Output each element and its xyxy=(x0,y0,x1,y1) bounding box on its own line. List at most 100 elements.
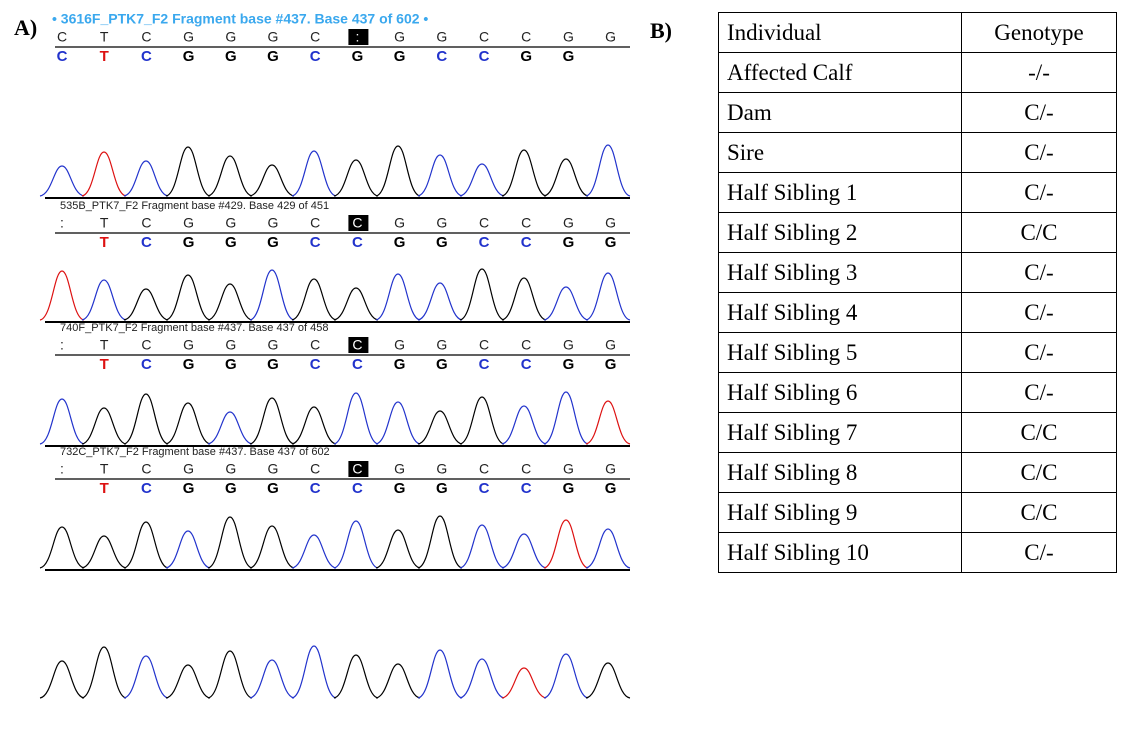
base-call: G xyxy=(268,337,279,353)
base-call: C xyxy=(479,215,489,231)
peak xyxy=(586,663,630,698)
base-call-bold: G xyxy=(563,234,575,251)
base-call: G xyxy=(605,29,616,45)
peak xyxy=(40,399,84,444)
table-cell: C/C xyxy=(962,413,1117,453)
base-call: C xyxy=(521,337,531,353)
base-call-bold: C xyxy=(141,480,152,497)
peak xyxy=(418,283,462,320)
base-call: C xyxy=(141,29,151,45)
peak xyxy=(166,665,210,698)
base-call: G xyxy=(183,461,194,477)
table-cell: Dam xyxy=(719,93,962,133)
base-call-bold: G xyxy=(394,234,406,251)
peak xyxy=(208,412,252,444)
base-call-bold: C xyxy=(352,356,363,373)
peak xyxy=(334,160,378,196)
table-cell: C/- xyxy=(962,293,1117,333)
peak xyxy=(124,289,168,320)
chromatogram xyxy=(40,145,630,198)
base-call-bold: G xyxy=(563,356,575,373)
table-cell: Individual xyxy=(719,13,962,53)
table-cell: Half Sibling 4 xyxy=(719,293,962,333)
base-call-bold: G xyxy=(352,48,364,65)
base-call: G xyxy=(436,215,447,231)
base-call-bold: C xyxy=(310,480,321,497)
base-call-bold: G xyxy=(183,356,195,373)
base-call-bold: C xyxy=(479,356,490,373)
peak xyxy=(40,661,84,698)
base-call-bold: C xyxy=(141,234,152,251)
peak xyxy=(250,398,294,444)
base-call-bold: C xyxy=(521,356,532,373)
peak xyxy=(40,166,84,196)
table-row: Half Sibling 8C/C xyxy=(719,453,1117,493)
peak xyxy=(460,164,504,196)
chromatogram xyxy=(40,646,630,700)
peak xyxy=(292,279,336,320)
peak xyxy=(292,407,336,444)
peak xyxy=(502,278,546,320)
base-call: C xyxy=(352,337,362,353)
base-call-bold: T xyxy=(100,234,109,251)
base-call-bold: G xyxy=(225,480,237,497)
peak xyxy=(460,269,504,320)
base-call-bold: G xyxy=(267,48,279,65)
peak xyxy=(460,525,504,568)
peak xyxy=(208,156,252,196)
base-call-bold: C xyxy=(310,356,321,373)
table-cell: Half Sibling 3 xyxy=(719,253,962,293)
peak xyxy=(124,656,168,698)
base-call: C xyxy=(310,337,320,353)
base-call: G xyxy=(225,29,236,45)
base-call: G xyxy=(268,215,279,231)
base-call: C xyxy=(521,215,531,231)
base-call-bold: C xyxy=(310,48,321,65)
peak xyxy=(502,668,546,698)
table-cell: Half Sibling 8 xyxy=(719,453,962,493)
base-call: G xyxy=(436,337,447,353)
base-call: T xyxy=(100,29,109,45)
peak xyxy=(208,517,252,568)
peak xyxy=(376,274,420,320)
peak xyxy=(544,392,588,444)
peak xyxy=(376,146,420,196)
trace-header: 732C_PTK7_F2 Fragment base #437. Base 43… xyxy=(60,446,330,458)
peak xyxy=(544,520,588,568)
peak xyxy=(586,529,630,568)
table-cell: Genotype xyxy=(962,13,1117,53)
base-call: C xyxy=(310,29,320,45)
peak xyxy=(586,145,630,196)
peak xyxy=(250,165,294,196)
base-call-bold: C xyxy=(521,234,532,251)
peak xyxy=(418,411,462,444)
base-call: : xyxy=(60,337,64,353)
table-cell: C/- xyxy=(962,133,1117,173)
base-call-bold: G xyxy=(394,48,406,65)
base-call: T xyxy=(100,337,109,353)
base-call-bold: C xyxy=(141,356,152,373)
table-cell: C/C xyxy=(962,453,1117,493)
base-call: T xyxy=(100,215,109,231)
peak xyxy=(376,402,420,444)
base-call: G xyxy=(605,461,616,477)
base-call-bold: C xyxy=(436,48,447,65)
base-call: C xyxy=(141,215,151,231)
base-call-bold: G xyxy=(267,234,279,251)
peak xyxy=(124,522,168,568)
table-cell: Half Sibling 2 xyxy=(719,213,962,253)
base-call: G xyxy=(183,215,194,231)
peak xyxy=(208,284,252,320)
base-call-bold: C xyxy=(479,48,490,65)
base-call: C xyxy=(352,215,362,231)
base-call-bold: G xyxy=(563,48,575,65)
trace-header: 535B_PTK7_F2 Fragment base #429. Base 42… xyxy=(60,200,329,212)
peak xyxy=(124,161,168,196)
base-call: G xyxy=(394,461,405,477)
base-call: G xyxy=(394,215,405,231)
base-call-bold: G xyxy=(267,480,279,497)
base-call: C xyxy=(521,29,531,45)
